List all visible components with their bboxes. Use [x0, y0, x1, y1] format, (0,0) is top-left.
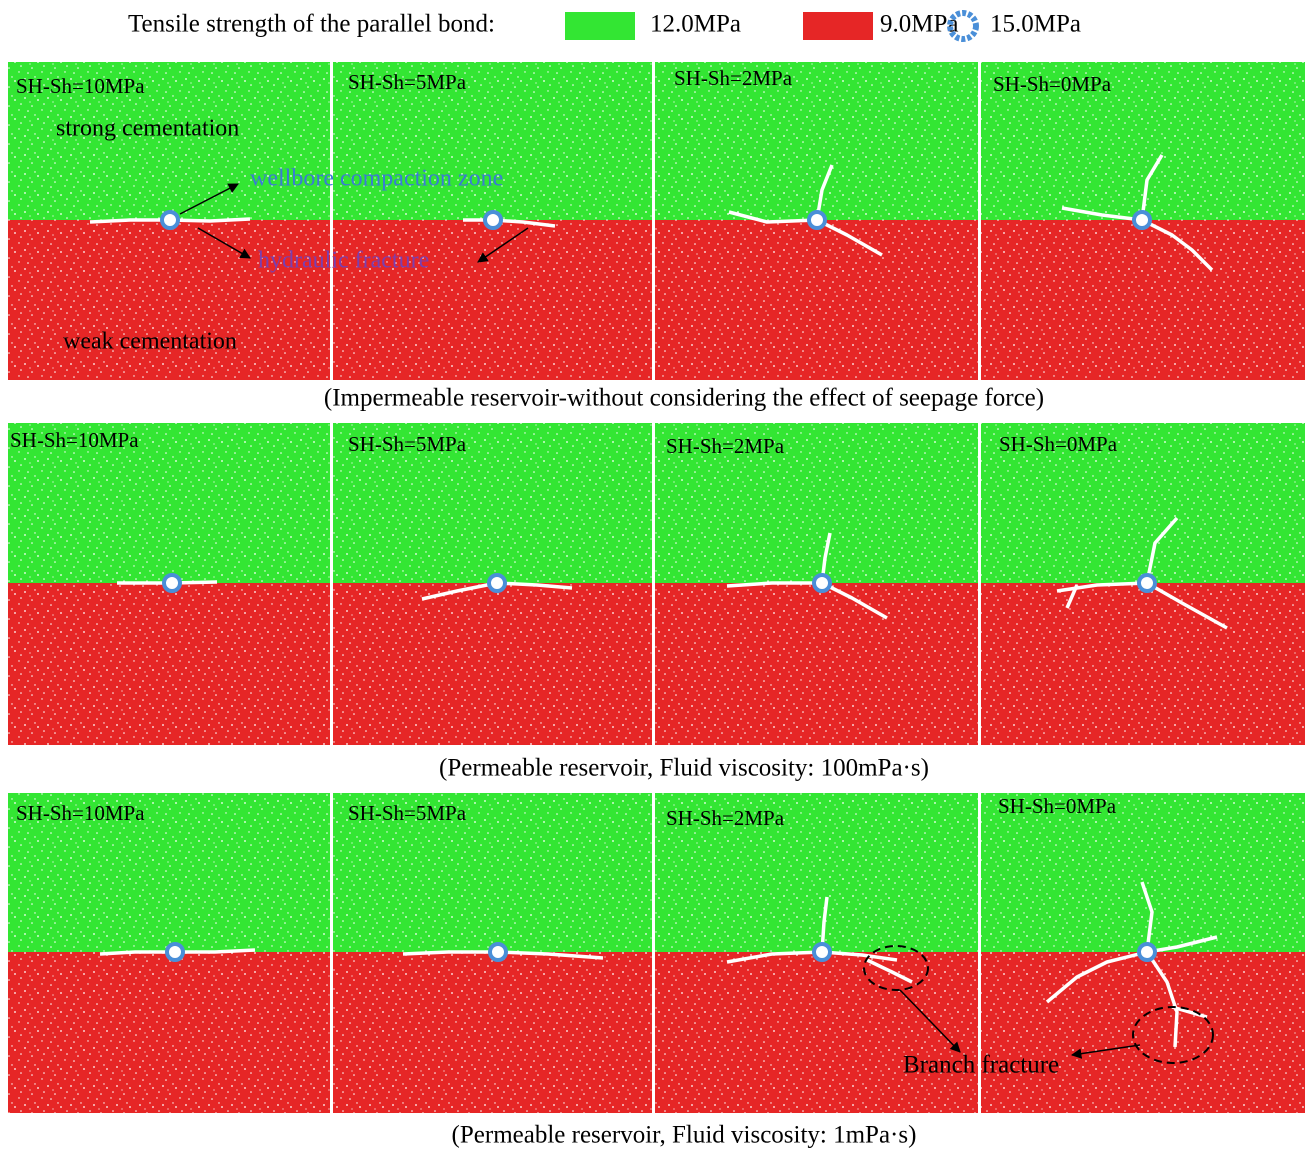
wellbore — [167, 944, 183, 960]
legend-label: 9.0MPa — [880, 11, 958, 38]
panel-label: SH-Sh=2MPa — [666, 434, 785, 458]
panel-label: SH-Sh=0MPa — [998, 794, 1117, 818]
wellbore — [489, 575, 505, 591]
wellbore — [1139, 944, 1155, 960]
wellbore — [1134, 212, 1150, 228]
panel-label: SH-Sh=0MPa — [999, 432, 1118, 456]
row-caption: (Permeable reservoir, Fluid viscosity: 1… — [439, 755, 929, 782]
panel-label: SH-Sh=2MPa — [666, 806, 785, 830]
row-caption: (Impermeable reservoir-without consideri… — [324, 385, 1044, 412]
wellbore — [809, 212, 825, 228]
annotation: hydraulic fracture — [258, 248, 429, 274]
wellbore — [490, 944, 506, 960]
panel-label: SH-Sh=10MPa — [16, 74, 145, 98]
figure: Tensile strength of the parallel bond: 1… — [0, 0, 1306, 1152]
annotation: weak cementation — [63, 329, 237, 355]
wellbore — [485, 212, 501, 228]
panel-label: SH-Sh=0MPa — [993, 72, 1112, 96]
annotation: wellbore compaction zone — [250, 166, 503, 192]
legend-label: 15.0MPa — [990, 11, 1081, 38]
annotation: Branch fracture — [903, 1052, 1059, 1079]
page: Tensile strength of the parallel bond: 1… — [0, 0, 1306, 1152]
panel-label: SH-Sh=2MPa — [674, 66, 793, 90]
wellbore — [162, 212, 178, 228]
panel-label: SH-Sh=5MPa — [348, 432, 467, 456]
panel-label: SH-Sh=5MPa — [348, 801, 467, 825]
panel-label: SH-Sh=10MPa — [16, 801, 145, 825]
legend-label: 12.0MPa — [650, 11, 741, 38]
wellbore — [814, 575, 830, 591]
wellbore — [814, 944, 830, 960]
wellbore — [1139, 575, 1155, 591]
legend-swatch — [565, 12, 635, 40]
legend-swatch — [803, 12, 873, 40]
row-caption: (Permeable reservoir, Fluid viscosity: 1… — [452, 1122, 917, 1149]
wellbore — [164, 575, 180, 591]
annotation: strong cementation — [56, 116, 239, 142]
panel-label: SH-Sh=10MPa — [10, 428, 139, 452]
panel-label: SH-Sh=5MPa — [348, 70, 467, 94]
legend-title: Tensile strength of the parallel bond: — [128, 11, 495, 38]
